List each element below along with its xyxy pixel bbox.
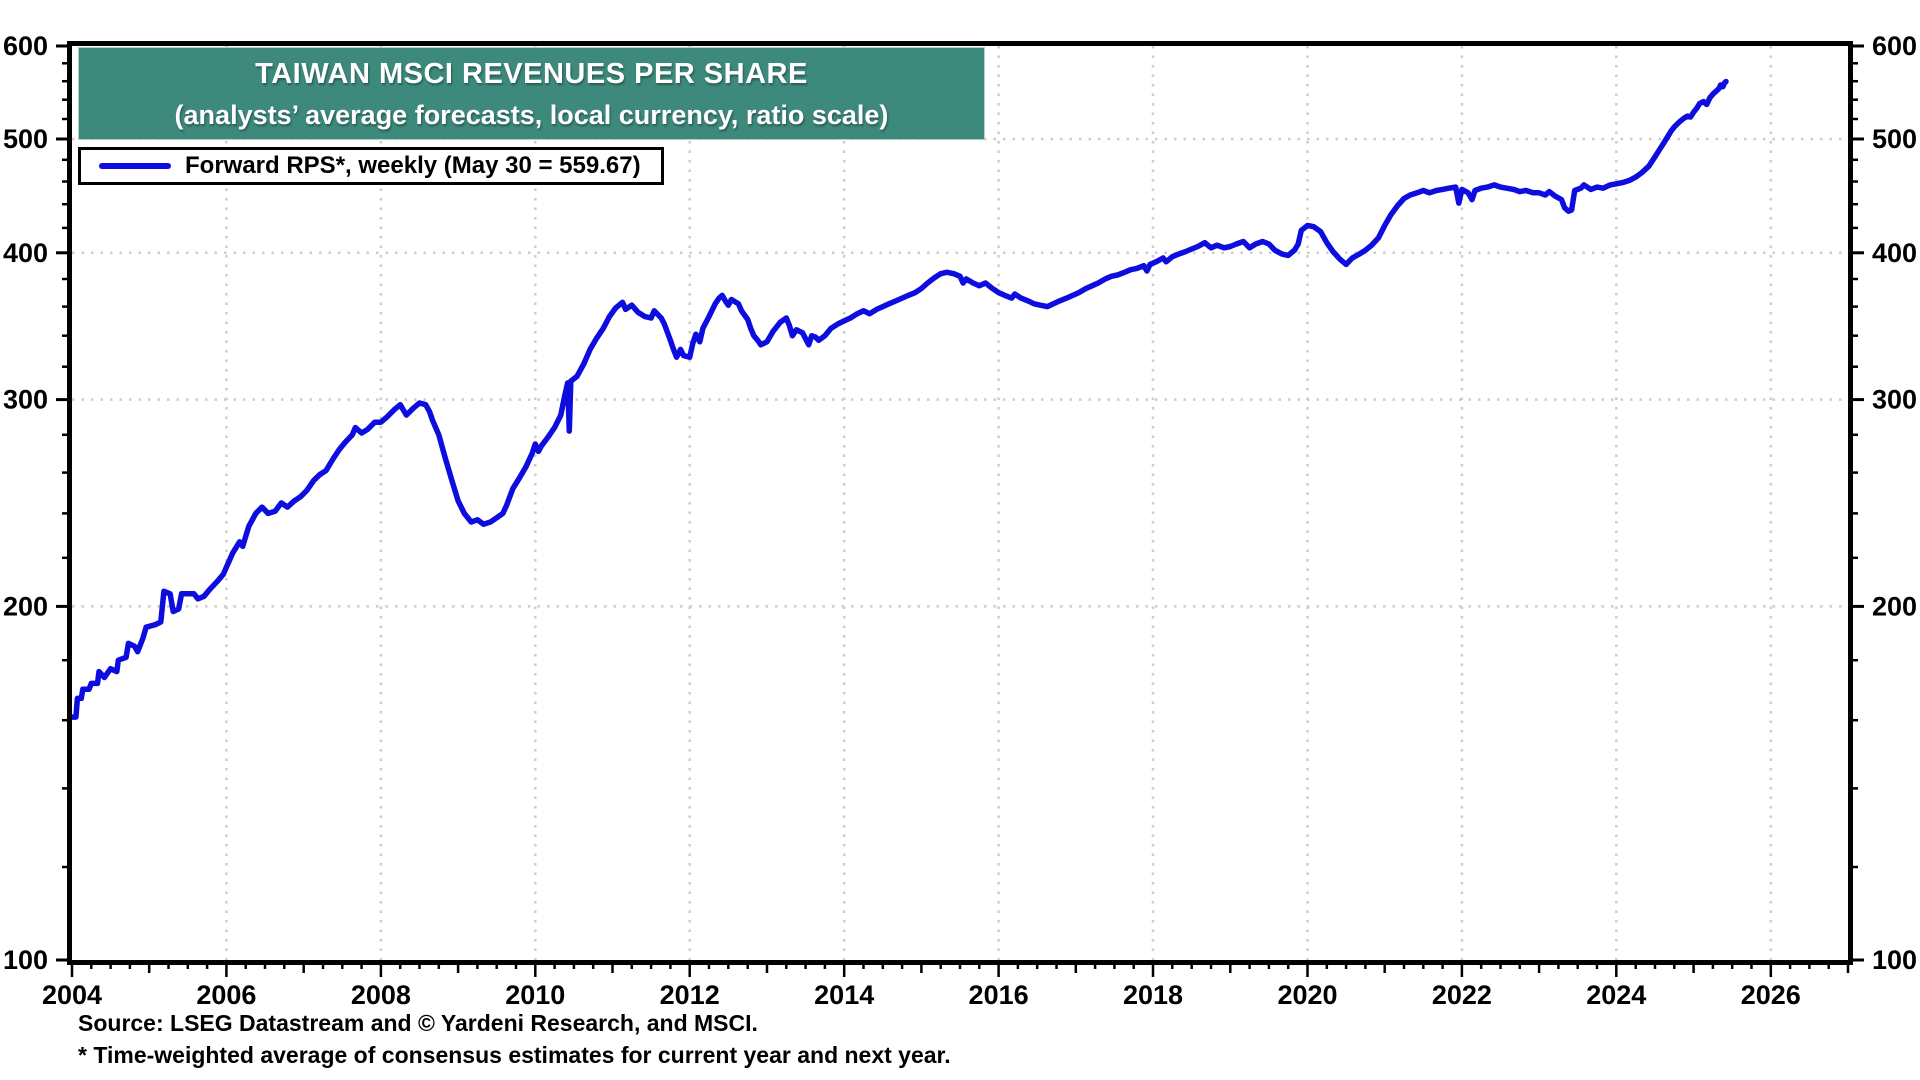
x-axis-label: 2014 [814,980,874,1010]
y-axis-label-left: 400 [3,238,48,268]
chart-title: TAIWAN MSCI REVENUES PER SHARE [255,57,808,90]
x-axis-label: 2004 [42,980,102,1010]
x-axis-label: 2022 [1432,980,1492,1010]
x-axis-label: 2024 [1586,980,1646,1010]
axis-ticks [56,44,1864,977]
chart-title-box: TAIWAN MSCI REVENUES PER SHARE (analysts… [78,47,985,140]
y-axis-label-right: 500 [1872,124,1917,154]
x-axis-label: 2010 [505,980,565,1010]
forward-rps-line-series [69,78,1729,720]
y-axis-label-right: 100 [1872,945,1917,975]
x-axis-label: 2006 [196,980,256,1010]
y-axis-label-right: 200 [1872,591,1917,621]
y-axis-label-left: 600 [3,31,48,61]
legend: Forward RPS*, weekly (May 30 = 559.67) [78,147,664,185]
source-note: Source: LSEG Datastream and © Yardeni Re… [78,1010,758,1036]
x-axis-label: 2016 [969,980,1029,1010]
y-axis-label-left: 100 [3,945,48,975]
y-axis-label-left: 200 [3,591,48,621]
x-axis-labels: 2004 2006 2008 2010 2012 2014 2016 2018 2020 2022… [42,980,1801,1010]
legend-label: Forward RPS*, weekly (May 30 = 559.67) [185,152,641,179]
y-axis-label-left: 500 [3,124,48,154]
x-axis-label: 2026 [1741,980,1801,1010]
y-axis-label-right: 600 [1872,31,1917,61]
x-axis-label: 2008 [351,980,411,1010]
footnote: * Time-weighted average of consensus est… [78,1042,951,1068]
y-axis-label-left: 300 [3,385,48,415]
y-axis-label-right: 400 [1872,238,1917,268]
chart-subtitle: (analysts’ average forecasts, local curr… [174,99,889,130]
plot-frame [67,41,1853,965]
x-axis-label: 2018 [1123,980,1183,1010]
y-axis-labels-left: 100 200 300 400 500 600 [3,31,48,975]
x-axis-label: 2020 [1277,980,1337,1010]
legend-line-swatch [99,163,171,169]
y-axis-label-right: 300 [1872,385,1917,415]
y-axis-labels-right: 100 200 300 400 500 600 [1872,31,1917,975]
x-axis-label: 2012 [660,980,720,1010]
